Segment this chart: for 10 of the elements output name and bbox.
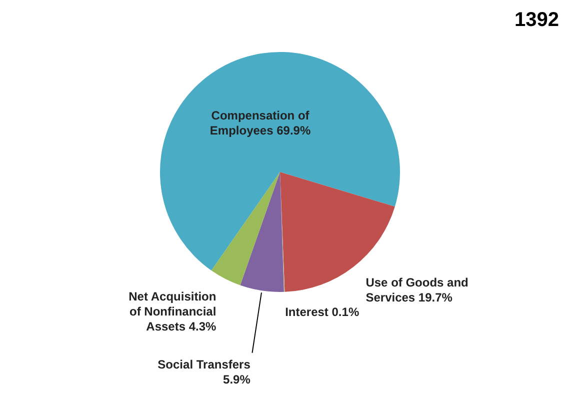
slice-label: Compensation of Employees 69.9% [210,108,311,138]
slice-label: Net Acquisition of Nonfinancial Assets 4.3% [128,290,217,334]
data-label: 5.9% [223,372,251,387]
pie-slice [240,172,284,292]
pie-slice [211,172,280,286]
slice-label: Interest 0.1% [285,304,360,319]
slice-label: Use of Goods and Services 19.7% [366,276,468,305]
slice-label: Social Transfers [158,358,251,372]
pie-slice [160,52,400,270]
text: 1392 [514,9,559,31]
